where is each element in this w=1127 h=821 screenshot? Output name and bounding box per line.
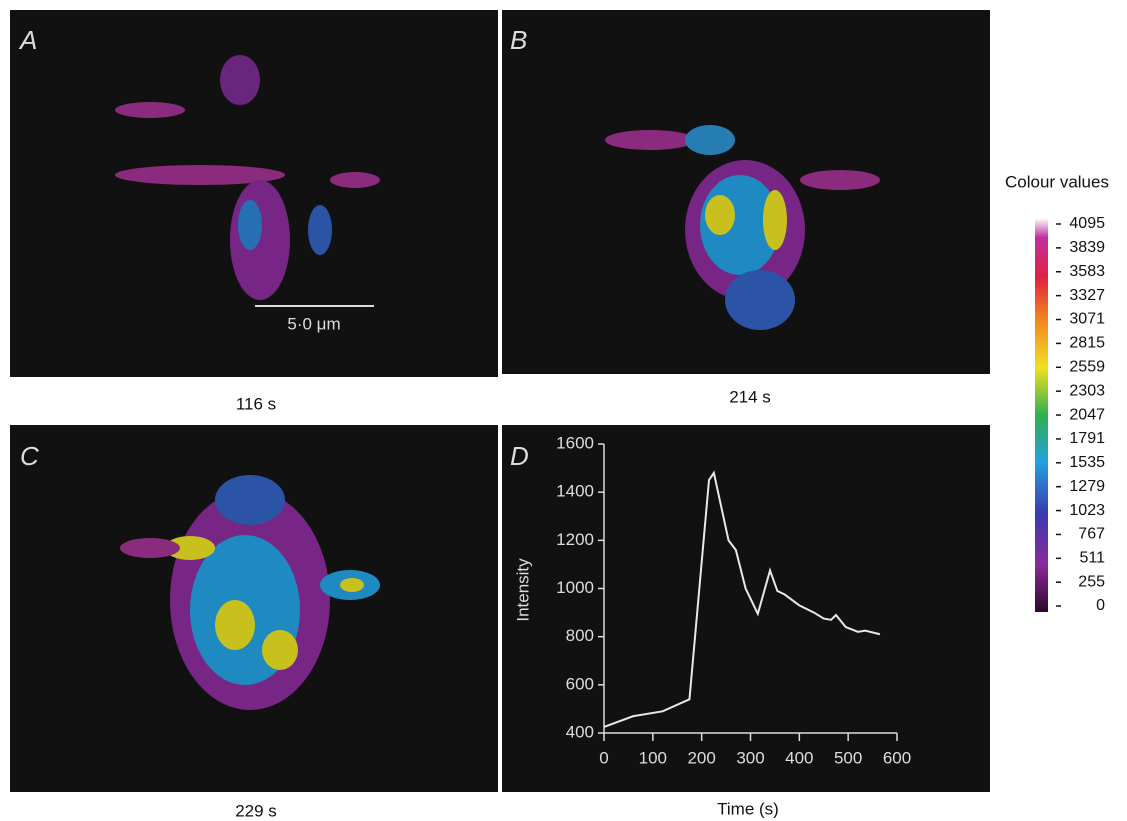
y-tick-label: 1200 [556,530,594,549]
y-tick-label: 1600 [556,433,594,452]
caption: 229 s [235,801,277,820]
x-tick-label: 200 [687,748,715,767]
colorbar-tick-label: 1279 [1069,478,1105,495]
y-tick-label: 400 [566,722,594,741]
colorbar-tick-label: 3071 [1069,311,1105,328]
colorbar-tick-label: 2815 [1069,335,1105,352]
panel-letter: D [510,441,529,471]
colorbar-tick-label: 2303 [1069,382,1105,399]
figure: A B C D 5·0 μm 116 s 214 s 229 s Time (s… [0,0,1127,821]
colorbar-tick-label: 3839 [1069,239,1105,256]
panel-letter: C [20,441,39,471]
colorbar-title: Colour values [1005,172,1109,191]
x-tick-label: 600 [883,748,911,767]
colorbar-tick-label: 1023 [1069,502,1105,519]
scale-bar-label: 5·0 μm [287,314,340,333]
colorbar-tick-label: 2047 [1069,406,1105,423]
caption: 116 s [236,394,276,413]
y-tick-label: 800 [566,626,594,645]
x-axis-label: Time (s) [717,799,779,818]
y-tick-label: 600 [566,674,594,693]
x-tick-label: 300 [736,748,764,767]
colorbar-tick-label: 1791 [1069,430,1105,447]
colorbar-tick-label: 511 [1079,550,1105,567]
colorbar-tick-label: 3583 [1069,263,1105,280]
colorbar-tick-label: 3327 [1069,287,1105,304]
y-tick-label: 1000 [556,578,594,597]
colorbar-tick-label: 255 [1078,573,1105,590]
x-tick-label: 0 [599,748,608,767]
caption: 214 s [729,387,771,406]
panel-letter: A [18,25,37,55]
colorbar-tick-label: 0 [1096,597,1105,614]
y-tick-label: 1400 [556,482,594,501]
panel-letter: B [510,25,527,55]
colorbar-tick-label: 767 [1078,526,1105,543]
colorbar-tick-label: 4095 [1069,215,1105,232]
colorbar [1035,218,1048,612]
x-tick-label: 500 [834,748,862,767]
x-tick-label: 100 [639,748,667,767]
x-tick-label: 400 [785,748,813,767]
y-axis-label: Intensity [513,558,532,622]
colorbar-tick-label: 2559 [1069,359,1105,376]
colorbar-tick-label: 1535 [1069,454,1105,471]
